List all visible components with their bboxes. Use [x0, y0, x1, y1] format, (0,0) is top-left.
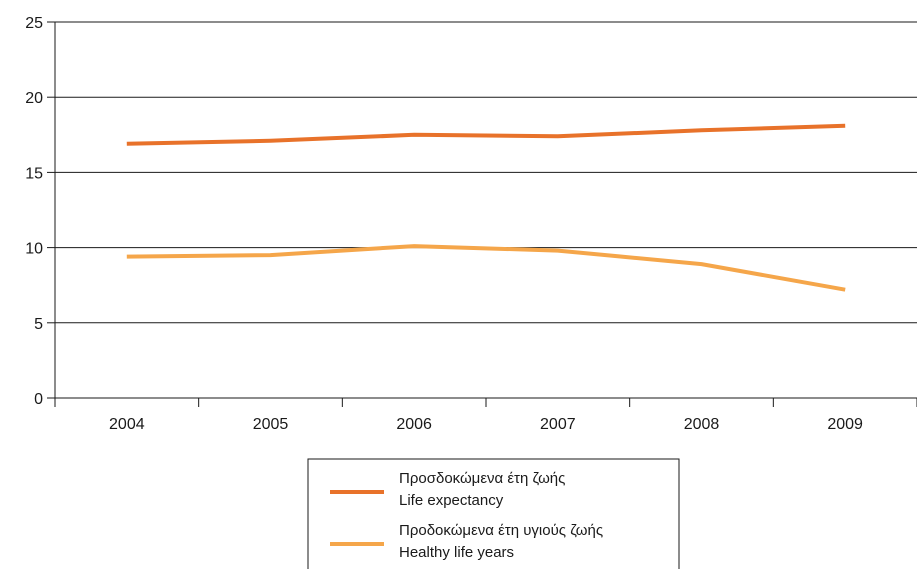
legend-box — [307, 458, 680, 569]
y-tick-labels: 0 5 10 15 20 25 — [25, 15, 43, 408]
legend-label-life-expectancy-en: Life expectancy — [399, 492, 504, 509]
legend: Προσδοκώμενα έτη ζωής Life expectancy Πρ… — [307, 458, 680, 569]
x-tick-label-2007: 2007 — [540, 416, 576, 433]
x-tick-label-2005: 2005 — [253, 416, 289, 433]
series-line-life-expectancy — [126, 123, 846, 146]
x-tick-label-2008: 2008 — [684, 416, 720, 433]
y-tick-label: 25 — [25, 15, 43, 32]
x-tick-labels: 2004 2005 2006 2007 2008 2009 — [109, 416, 863, 433]
x-tick-label-2006: 2006 — [396, 416, 432, 433]
legend-label-life-expectancy-el: Προσδοκώμενα έτη ζωής — [399, 470, 565, 487]
series-line-healthy-life-years — [126, 244, 846, 292]
x-tick-label-2009: 2009 — [827, 416, 863, 433]
legend-label-healthy-life-years-el: Προδοκώμενα έτη υγιούς ζωής — [399, 522, 603, 539]
y-tick-label: 10 — [25, 241, 43, 258]
axes — [47, 21, 917, 407]
y-tick-label: 5 — [34, 316, 43, 333]
y-tick-label: 15 — [25, 165, 43, 182]
gridlines — [55, 21, 917, 324]
legend-label-healthy-life-years-en: Healthy life years — [399, 544, 514, 561]
series-lines — [126, 123, 846, 292]
y-tick-label: 0 — [34, 391, 43, 408]
x-tick-label-2004: 2004 — [109, 416, 145, 433]
y-tick-label: 20 — [25, 90, 43, 107]
